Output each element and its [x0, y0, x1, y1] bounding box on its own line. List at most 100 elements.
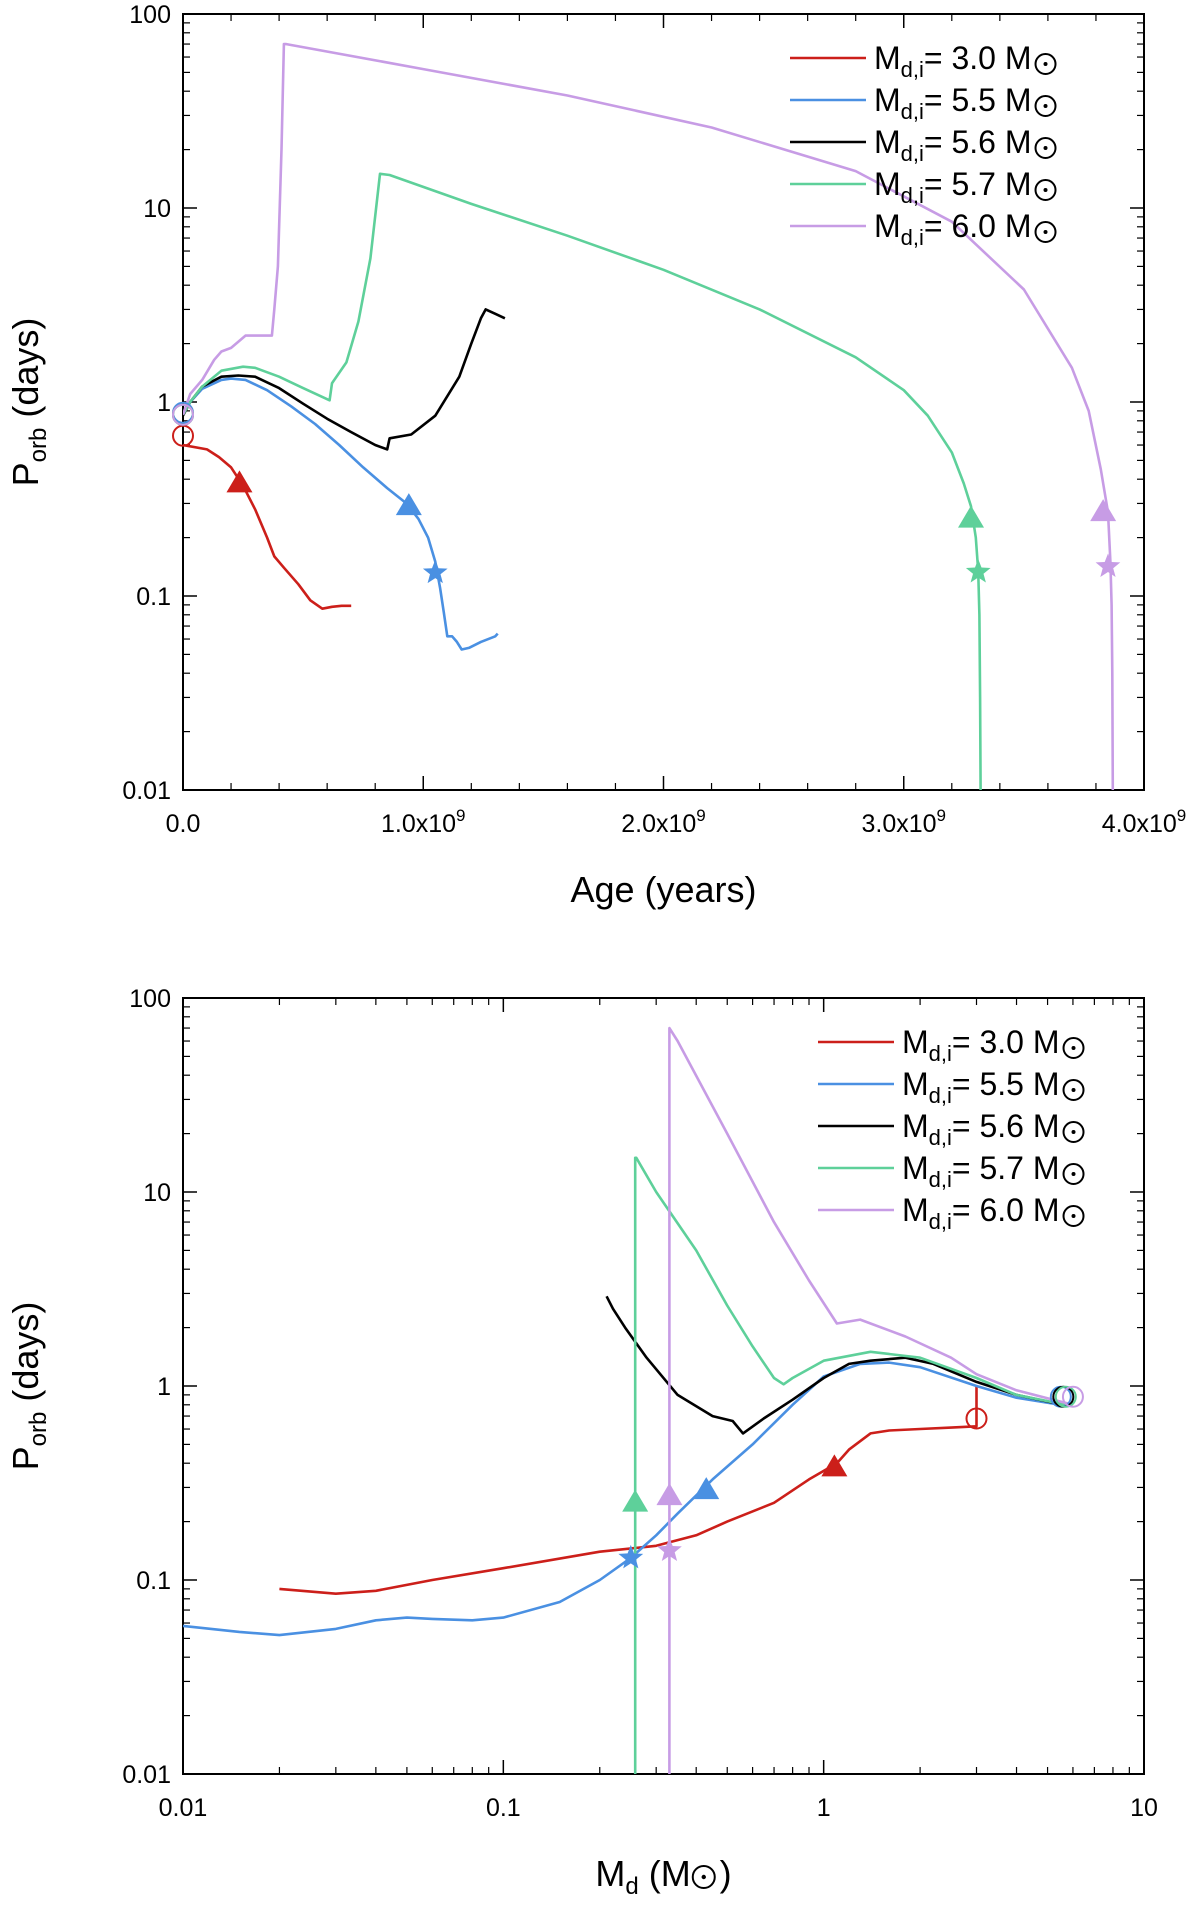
- legend-entry-5: Md,i= 6.0 M: [902, 1192, 1060, 1234]
- initial-marker-5: [1061, 1385, 1084, 1408]
- legend-sun-icon: [1062, 1121, 1085, 1143]
- legend-label-main: M: [874, 40, 901, 76]
- y-axis-label-subscript: orb: [25, 1412, 52, 1447]
- legend-label-subscript: d,i: [929, 1167, 952, 1192]
- y-axis-label-main: P: [5, 1446, 46, 1470]
- legend-label-value: = 3.0 M: [924, 40, 1032, 76]
- x-tick-label: 2.0x109: [621, 806, 706, 838]
- x-tick-label-exponent: 9: [696, 806, 705, 825]
- y-tick-label: 10: [143, 195, 171, 223]
- legend-entry-5: Md,i= 6.0 M: [874, 208, 1032, 250]
- x-tick-label: 1.0x109: [381, 806, 466, 838]
- y-tick-label: 1: [157, 389, 171, 417]
- series-line-4: [183, 172, 982, 790]
- x-tick-label: 4.0x109: [1102, 806, 1187, 838]
- legend-label-main: M: [902, 1066, 929, 1102]
- legend-sun-dot: [1071, 1130, 1076, 1134]
- legend-entry-2: Md,i= 5.5 M: [874, 82, 1032, 124]
- legend-sun-icon: [1062, 1079, 1085, 1101]
- x-tick-label-text: 1.0x10: [381, 810, 456, 838]
- series-group: [183, 1026, 1074, 1774]
- triangle-marker-2: [693, 1477, 720, 1500]
- legend-entry-1: Md,i= 3.0 M: [874, 40, 1032, 82]
- legend-entry-3: Md,i= 5.6 M: [902, 1108, 1060, 1150]
- series-line-1: [183, 443, 352, 610]
- legend-sun-icon: [1062, 1037, 1085, 1059]
- legend-sun-dot: [1071, 1046, 1076, 1050]
- x-axis-label: Md (M ): [595, 1853, 731, 1900]
- legend-sun-dot: [1043, 146, 1048, 150]
- series-line-5: [668, 1026, 1074, 1774]
- legend-label-main: M: [874, 166, 901, 202]
- initial-marker-1: [965, 1407, 988, 1430]
- star-marker-4: [965, 559, 991, 583]
- legend-label-subscript: d,i: [901, 183, 924, 208]
- sun-symbol-dot: [701, 1874, 706, 1880]
- x-tick-label-text: 10: [1130, 1794, 1158, 1822]
- x-tick-label: 0.01: [159, 1794, 208, 1822]
- series-line-5: [183, 42, 1115, 790]
- y-axis-label-main: P: [5, 462, 46, 486]
- legend-entry-3: Md,i= 5.6 M: [874, 124, 1032, 166]
- star-marker-2: [422, 559, 448, 584]
- y-tick-label: 0.01: [122, 777, 171, 805]
- series-line-3: [605, 1295, 1064, 1435]
- legend-label-main: M: [874, 208, 901, 244]
- x-tick-label: 3.0x109: [861, 806, 946, 838]
- legend-label-subscript: d,i: [901, 141, 924, 166]
- chart-2: 0.01 0.1 1 10 100 0.01 0.1 1 10 Porb (days) Md (M …: [5, 985, 1158, 1900]
- legend-entry-1: Md,i= 3.0 M: [902, 1024, 1060, 1066]
- legend-label-subscript: d,i: [929, 1209, 952, 1234]
- legend-sun-dot: [1043, 230, 1048, 234]
- legend-label-value: = 6.0 M: [924, 208, 1032, 244]
- x-tick-label: 0.1: [486, 1794, 521, 1822]
- legend-sun-icon: [1034, 95, 1057, 117]
- star-marker-5: [657, 1537, 682, 1561]
- initial-marker-1: [172, 424, 194, 447]
- triangle-marker-5: [656, 1483, 683, 1506]
- y-tick-label: 100: [129, 1, 171, 29]
- legend-label-value: = 3.0 M: [952, 1024, 1060, 1060]
- series-line-2: [183, 1361, 1062, 1637]
- legend-label-value: = 5.5 M: [952, 1066, 1060, 1102]
- x-tick-label: 1: [817, 1794, 831, 1822]
- series-line-4: [633, 1156, 1067, 1774]
- legend-sun-dot: [1071, 1172, 1076, 1176]
- series-line-1: [279, 1386, 978, 1595]
- x-axis-label-close: ): [720, 1853, 732, 1894]
- y-tick-label: 10: [143, 1179, 171, 1207]
- triangle-marker-1: [226, 470, 253, 493]
- legend-sun-dot: [1043, 104, 1048, 108]
- x-tick-label-text: 0.1: [486, 1794, 521, 1822]
- legend-entry-4: Md,i= 5.7 M: [874, 166, 1032, 208]
- x-tick-label: 10: [1130, 1794, 1158, 1822]
- star-marker-2: [618, 1544, 644, 1569]
- legend-sun-icon: [1034, 179, 1057, 201]
- legend-label-main: M: [902, 1192, 929, 1228]
- series-line-3: [183, 308, 506, 451]
- initial-marker-5: [172, 403, 194, 426]
- legend-label-main: M: [874, 82, 901, 118]
- y-tick-label: 0.1: [136, 1567, 171, 1595]
- x-axis-label: Age (years): [570, 869, 756, 910]
- legend-label-main: M: [902, 1150, 929, 1186]
- x-axis-label-subscript: d: [625, 1873, 638, 1900]
- x-tick-label-text: 2.0x10: [621, 810, 696, 838]
- legend-sun-icon: [1034, 221, 1057, 243]
- y-axis-label: Porb (days): [5, 1302, 52, 1471]
- legend-sun-dot: [1043, 62, 1048, 66]
- legend-sun-icon: [1034, 137, 1057, 159]
- triangle-marker-1: [821, 1454, 848, 1477]
- triangle-marker-5: [1090, 499, 1117, 522]
- triangle-marker-4: [958, 505, 985, 528]
- x-tick-label-text: 0.0: [166, 810, 201, 838]
- x-tick-label-exponent: 9: [1177, 806, 1186, 825]
- legend-label-value: = 5.7 M: [952, 1150, 1060, 1186]
- y-axis-label-unit: (days): [5, 1302, 46, 1412]
- x-tick-label-exponent: 9: [456, 806, 465, 825]
- initial-marker-4: [1054, 1385, 1077, 1408]
- y-axis-label: Porb (days): [5, 318, 52, 487]
- legend-label-subscript: d,i: [929, 1041, 952, 1066]
- legend-label-main: M: [902, 1108, 929, 1144]
